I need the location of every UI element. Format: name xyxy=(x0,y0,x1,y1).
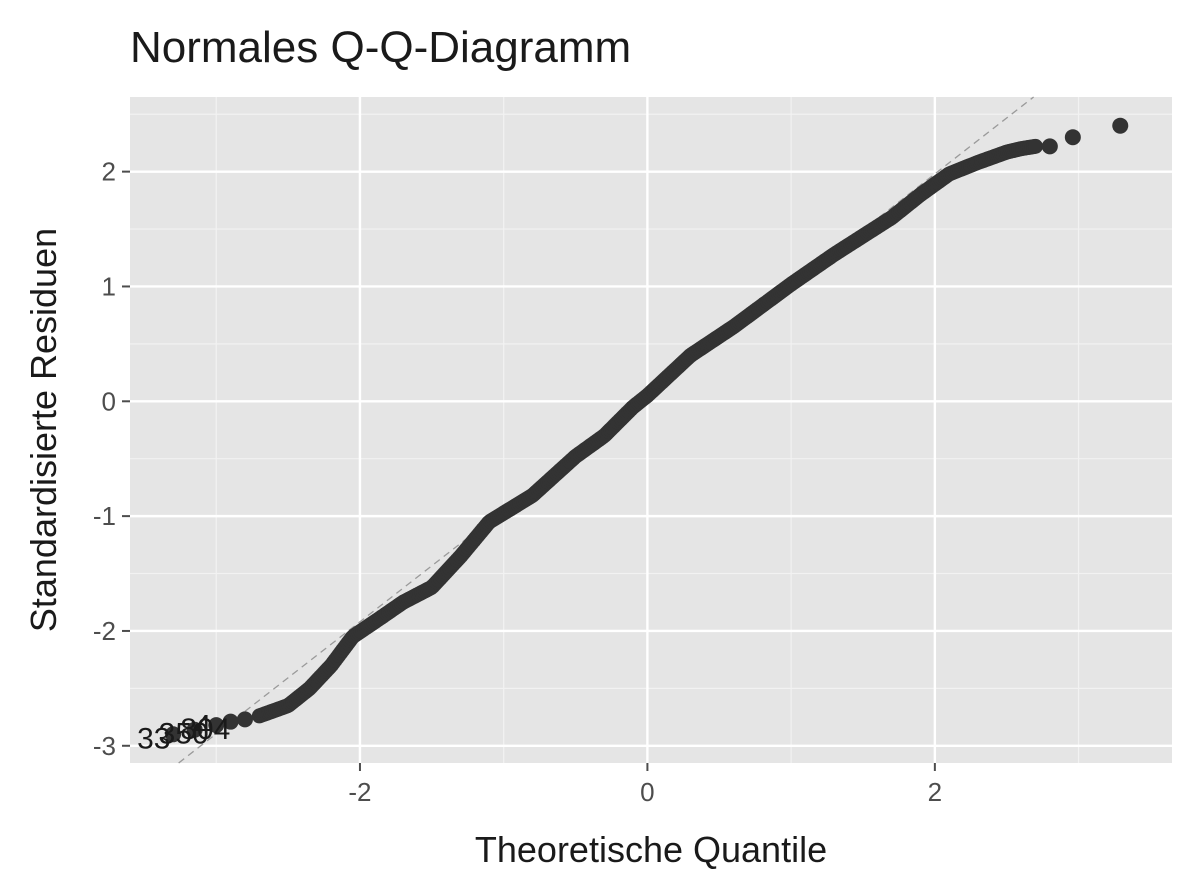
chart-title: Normales Q-Q-Diagramm xyxy=(130,23,631,72)
y-tick-label: 2 xyxy=(102,157,116,187)
y-tick-label: 0 xyxy=(102,386,116,416)
data-points xyxy=(165,117,1129,743)
plot-panel xyxy=(130,97,1172,763)
data-point xyxy=(165,726,182,743)
y-tick-label: 1 xyxy=(102,271,116,301)
y-tick-label: -3 xyxy=(93,731,116,761)
data-point xyxy=(222,713,239,730)
outlier-label: 4 xyxy=(195,710,212,743)
x-tick-label: 0 xyxy=(640,777,654,807)
x-axis-title: Theoretische Quantile xyxy=(475,829,827,870)
x-tick-label: -2 xyxy=(348,777,371,807)
outlier-label: 804 xyxy=(180,713,230,746)
data-point xyxy=(208,717,225,734)
y-axis-title: Standardisierte Residuen xyxy=(23,228,64,632)
outlier-label: 33 xyxy=(137,722,170,755)
data-point xyxy=(186,721,203,738)
y-tick-label: -1 xyxy=(93,501,116,531)
x-tick-label: 2 xyxy=(928,777,942,807)
data-point xyxy=(236,711,253,728)
y-tick-label: -2 xyxy=(93,616,116,646)
data-point xyxy=(1027,138,1043,154)
outlier-label: 350 xyxy=(159,718,209,751)
y-axis-ticks: -3 -2 -1 0 1 2 xyxy=(93,157,130,761)
data-point xyxy=(1112,117,1129,134)
x-axis-ticks: -2 0 2 xyxy=(348,763,942,807)
data-point xyxy=(1041,138,1058,155)
data-point xyxy=(1064,129,1081,146)
